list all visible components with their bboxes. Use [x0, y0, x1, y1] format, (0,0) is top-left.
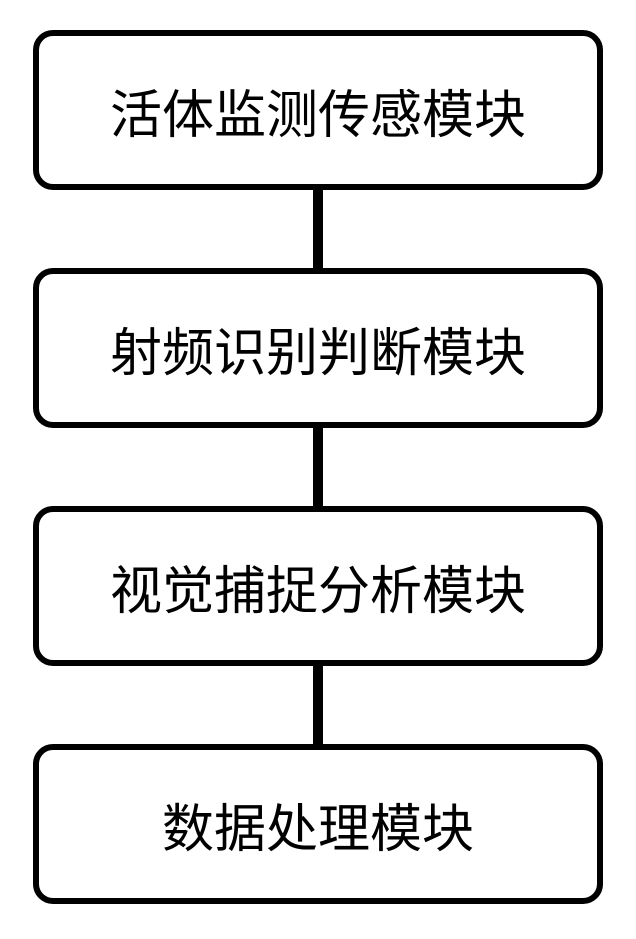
flowchart-node-label: 射频识别判断模块: [110, 311, 526, 386]
flowchart-node: 射频识别判断模块: [33, 268, 603, 428]
flowchart-container: 活体监测传感模块射频识别判断模块视觉捕捉分析模块数据处理模块: [33, 30, 603, 904]
flowchart-node-label: 数据处理模块: [162, 787, 474, 862]
flowchart-node-label: 活体监测传感模块: [110, 73, 526, 148]
flowchart-node: 活体监测传感模块: [33, 30, 603, 190]
flowchart-node: 视觉捕捉分析模块: [33, 506, 603, 666]
flowchart-connector: [313, 190, 323, 268]
flowchart-connector: [313, 428, 323, 506]
flowchart-node: 数据处理模块: [33, 744, 603, 904]
flowchart-connector: [313, 666, 323, 744]
flowchart-node-label: 视觉捕捉分析模块: [110, 549, 526, 624]
